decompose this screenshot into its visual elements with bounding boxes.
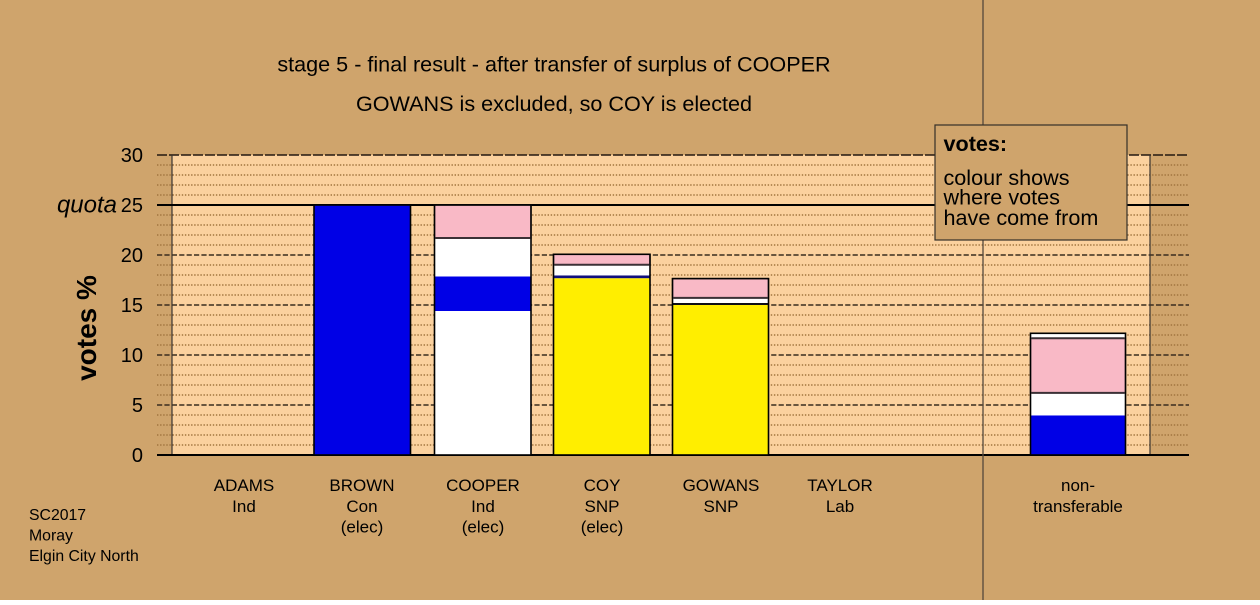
svg-text:Ind: Ind	[471, 497, 495, 516]
svg-text:SNP: SNP	[704, 497, 739, 516]
svg-text:25: 25	[121, 195, 143, 217]
svg-text:(elec): (elec)	[581, 518, 624, 537]
svg-text:quota: quota	[57, 192, 117, 219]
svg-text:Lab: Lab	[826, 497, 854, 516]
svg-text:have come from: have come from	[944, 205, 1099, 230]
svg-text:Elgin City North: Elgin City North	[29, 548, 139, 565]
svg-text:non-: non-	[1061, 476, 1095, 495]
svg-text:transferable: transferable	[1033, 497, 1123, 516]
svg-text:Con: Con	[346, 497, 377, 516]
svg-text:where votes: where votes	[943, 185, 1061, 210]
svg-text:Moray: Moray	[29, 528, 73, 545]
svg-text:15: 15	[121, 295, 143, 317]
svg-text:stage 5 - final result - after: stage 5 - final result - after transfer …	[277, 52, 830, 77]
svg-text:votes:: votes:	[944, 131, 1008, 156]
svg-text:SC2017: SC2017	[29, 507, 86, 524]
svg-text:5: 5	[132, 395, 143, 417]
svg-text:ADAMS: ADAMS	[214, 476, 274, 495]
svg-text:10: 10	[121, 345, 143, 367]
svg-text:0: 0	[132, 445, 143, 467]
svg-text:SNP: SNP	[585, 497, 620, 516]
svg-text:(elec): (elec)	[462, 518, 505, 537]
svg-text:30: 30	[121, 145, 143, 167]
svg-text:COY: COY	[584, 476, 621, 495]
svg-text:COOPER: COOPER	[446, 476, 520, 495]
svg-text:TAYLOR: TAYLOR	[807, 476, 873, 495]
svg-text:GOWANS is excluded, so COY is: GOWANS is excluded, so COY is elected	[356, 91, 752, 116]
svg-text:GOWANS: GOWANS	[683, 476, 760, 495]
svg-text:20: 20	[121, 245, 143, 267]
svg-text:Ind: Ind	[232, 497, 256, 516]
svg-text:colour shows: colour shows	[944, 165, 1070, 190]
svg-text:votes %: votes %	[71, 275, 102, 381]
svg-text:(elec): (elec)	[341, 518, 384, 537]
svg-text:BROWN: BROWN	[329, 476, 394, 495]
